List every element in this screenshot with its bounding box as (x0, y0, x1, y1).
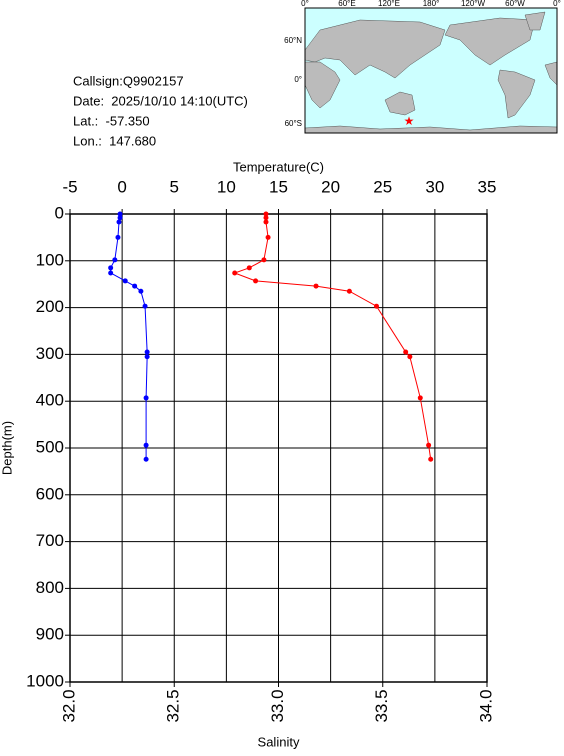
profile-line (110, 214, 148, 460)
profile-point (108, 265, 114, 271)
y-tick-label: 0 (55, 203, 64, 222)
profile-point (138, 288, 144, 294)
map-lat-label: 0° (294, 75, 302, 84)
profile-point (117, 211, 123, 217)
south-america (497, 69, 536, 119)
x-axis-title: Temperature(C) (233, 159, 324, 174)
x-tick-label: 25 (373, 177, 392, 196)
info-block: Callsign:Q9902157 Date: 2025/10/10 14:10… (73, 73, 248, 148)
land (304, 11, 558, 134)
profile-point (373, 303, 379, 309)
profile-point (253, 278, 259, 284)
map: ★ (304, 7, 558, 134)
y-tick-label: 900 (36, 625, 64, 644)
y-tick-label: 200 (36, 297, 64, 316)
y-tick-label: 100 (36, 250, 64, 269)
africa (304, 61, 341, 109)
y-axis-title: Depth(m) (0, 421, 14, 475)
profile-point (144, 349, 150, 355)
x2-tick-label: 33.5 (372, 689, 391, 722)
profile-point (122, 278, 128, 284)
map-lon-label: 120°W (461, 0, 486, 8)
profile-point (117, 215, 123, 221)
antarctica (304, 125, 558, 134)
profile-point (263, 211, 269, 217)
x-tick-label: 5 (170, 177, 179, 196)
map-lat-label: 60°S (285, 119, 302, 128)
profile-point (142, 303, 148, 309)
longitude: Lon.: 147.680 (73, 133, 156, 148)
x-tick-label: 15 (269, 177, 288, 196)
profile-point (265, 234, 271, 240)
profile-point (246, 265, 252, 271)
greenland (524, 11, 546, 31)
profile-point (417, 395, 423, 401)
profile-point (116, 219, 122, 225)
y-tick-label: 700 (36, 531, 64, 550)
map-lat-label: 60°N (284, 36, 302, 45)
profile-point (313, 283, 319, 289)
x2-axis-title: Salinity (258, 734, 300, 749)
profile-line (233, 214, 432, 460)
date: Date: 2025/10/10 14:10(UTC) (73, 93, 248, 108)
y-tick-label: 300 (36, 344, 64, 363)
callsign: Callsign:Q9902157 (73, 73, 184, 88)
profile-point (426, 442, 432, 448)
map-frame (304, 7, 558, 134)
y-tick-label: 1000 (26, 671, 64, 690)
x-tick-label: 10 (217, 177, 236, 196)
y-tick-label: 800 (36, 578, 64, 597)
latitude: Lat.: -57.350 (73, 113, 150, 128)
x-tick-label: -5 (62, 177, 77, 196)
x2-tick-label: 32.5 (164, 689, 183, 722)
y-tick-label: 600 (36, 484, 64, 503)
x2-tick-label: 34.0 (476, 689, 495, 722)
australia (384, 91, 416, 116)
profile-point (232, 270, 238, 276)
x-tick-label: 35 (478, 177, 497, 196)
map-lon-label: 60°E (338, 0, 355, 8)
profile-point (143, 442, 149, 448)
profile-point (144, 354, 150, 360)
profile-point (346, 288, 352, 294)
plot-frame (69, 213, 488, 683)
profile-point (261, 257, 267, 263)
profile-point (263, 219, 269, 225)
profile-point (263, 215, 269, 221)
profile-point (143, 395, 149, 401)
profile-point (115, 234, 121, 240)
x-tick-label: 0 (117, 177, 126, 196)
profile-point (143, 456, 149, 462)
map-lon-label: 60°W (505, 0, 525, 8)
y-tick-label: 400 (36, 391, 64, 410)
map-lon-label: 0° (553, 0, 561, 8)
float-marker: ★ (404, 114, 415, 128)
x2-tick-label: 33.0 (268, 689, 287, 722)
profile-point (403, 349, 409, 355)
x-tick-label: 30 (425, 177, 444, 196)
profile-point (108, 270, 114, 276)
y-tick-label: 500 (36, 437, 64, 456)
map-lon-label: 0° (301, 0, 309, 8)
x-tick-label: 20 (321, 177, 340, 196)
profile-point (407, 354, 413, 360)
x2-tick-label: 32.0 (59, 689, 78, 722)
map-lon-label: 120°E (378, 0, 400, 8)
profile-point (428, 456, 434, 462)
profile-point (112, 257, 118, 263)
eurasia (304, 19, 446, 79)
north-america (444, 17, 536, 66)
map-lon-label: 180° (423, 0, 440, 8)
profile-point (132, 283, 138, 289)
